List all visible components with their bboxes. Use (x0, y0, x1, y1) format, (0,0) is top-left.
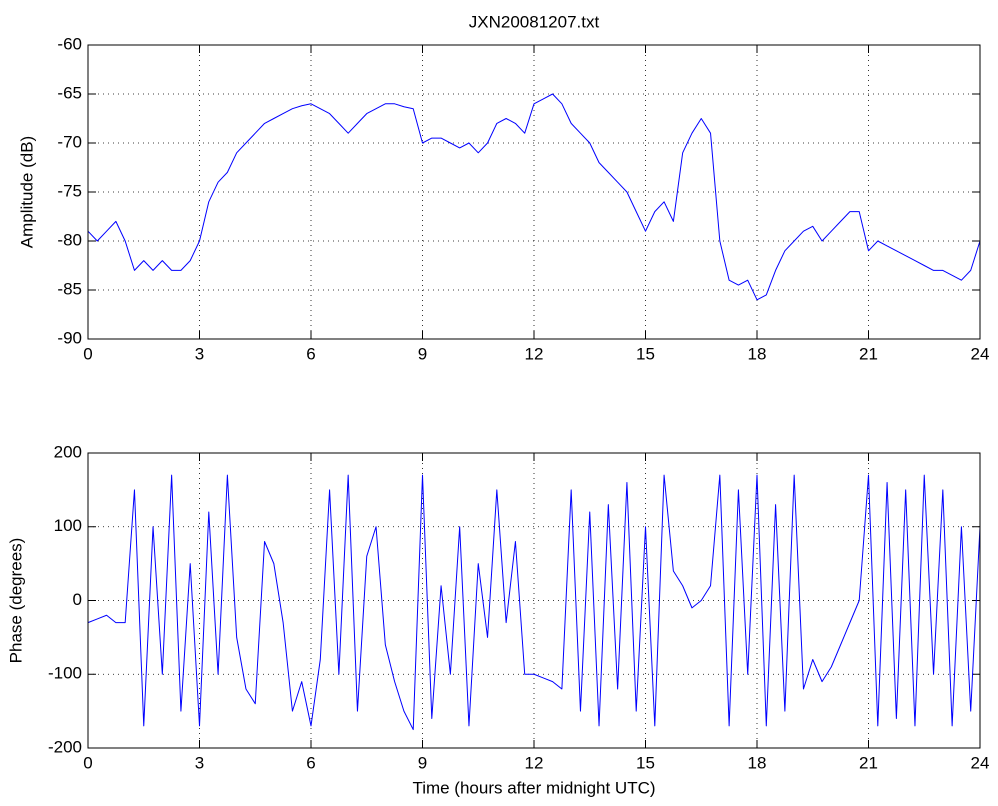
y-tick-label: -65 (57, 83, 82, 102)
x-axis-label: Time (hours after midnight UTC) (412, 778, 655, 797)
data-line (87, 474, 981, 731)
x-tick-label: 18 (748, 344, 767, 363)
y-axis-label: Amplitude (dB) (17, 136, 36, 248)
x-tick-label: 15 (636, 344, 655, 363)
x-tick-label: 18 (748, 753, 767, 772)
x-tick-label: 9 (418, 753, 427, 772)
x-tick-label: 0 (83, 753, 92, 772)
axes: 0 3 6 9 12 15 18 21 24 -90 -85 -80 -75 -70 -65 -60 JXN20… (17, 12, 989, 363)
y-tick-label: -90 (57, 328, 82, 347)
x-tick-label: 12 (525, 753, 544, 772)
x-tick-label: 6 (306, 344, 315, 363)
y-tick-label: 0 (73, 590, 82, 609)
y-tick-label: -80 (57, 230, 82, 249)
x-tick-label: 15 (636, 753, 655, 772)
x-tick-label: 12 (525, 344, 544, 363)
y-tick-label: -70 (57, 132, 82, 151)
y-axis-label: Phase (degrees) (6, 538, 25, 664)
y-tick-label: -85 (57, 279, 82, 298)
x-tick-label: 24 (971, 753, 990, 772)
data-line (87, 93, 981, 301)
y-tick-label: 200 (54, 442, 82, 461)
chart-title: JXN20081207.txt (469, 12, 600, 31)
y-tick-label: -100 (48, 664, 82, 683)
x-tick-label: 21 (859, 753, 878, 772)
axes-frame (87, 44, 981, 340)
y-tick-label: 100 (54, 516, 82, 535)
x-tick-label: 3 (195, 753, 204, 772)
x-tick-label: 3 (195, 344, 204, 363)
axes-frame (87, 452, 981, 749)
x-tick-label: 0 (83, 344, 92, 363)
x-tick-label: 21 (859, 344, 878, 363)
x-tick-label: 6 (306, 753, 315, 772)
axes: 0 3 6 9 12 15 18 21 24 -200 -100 0 100 200 Time (hours… (6, 442, 989, 797)
x-tick-label: 9 (418, 344, 427, 363)
y-tick-label: -60 (57, 34, 82, 53)
x-tick-label: 24 (971, 344, 990, 363)
y-tick-label: -75 (57, 181, 82, 200)
y-tick-label: -200 (48, 737, 82, 756)
